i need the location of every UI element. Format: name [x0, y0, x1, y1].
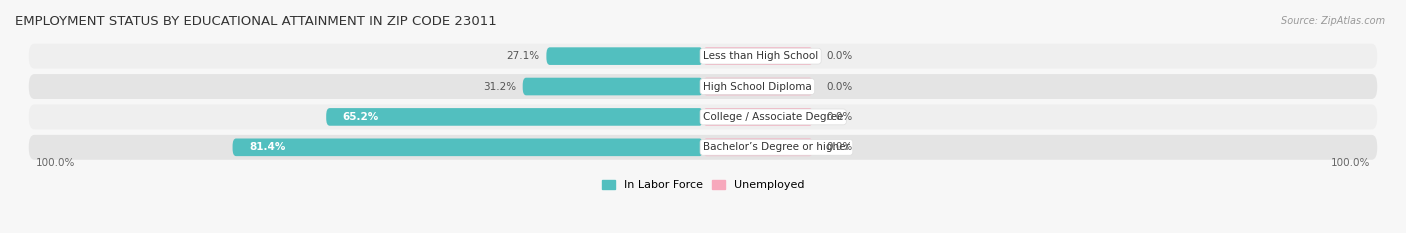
- FancyBboxPatch shape: [28, 44, 1378, 69]
- FancyBboxPatch shape: [547, 47, 703, 65]
- FancyBboxPatch shape: [703, 108, 813, 126]
- FancyBboxPatch shape: [28, 104, 1378, 129]
- Text: College / Associate Degree: College / Associate Degree: [703, 112, 844, 122]
- Text: 100.0%: 100.0%: [35, 158, 75, 168]
- FancyBboxPatch shape: [232, 138, 703, 156]
- Text: Source: ZipAtlas.com: Source: ZipAtlas.com: [1281, 16, 1385, 26]
- Text: 0.0%: 0.0%: [827, 82, 853, 92]
- FancyBboxPatch shape: [28, 74, 1378, 99]
- Text: 0.0%: 0.0%: [827, 142, 853, 152]
- Text: Bachelor’s Degree or higher: Bachelor’s Degree or higher: [703, 142, 849, 152]
- FancyBboxPatch shape: [703, 47, 813, 65]
- Legend: In Labor Force, Unemployed: In Labor Force, Unemployed: [598, 175, 808, 195]
- FancyBboxPatch shape: [703, 78, 813, 95]
- Text: 81.4%: 81.4%: [249, 142, 285, 152]
- FancyBboxPatch shape: [703, 138, 813, 156]
- Text: Less than High School: Less than High School: [703, 51, 818, 61]
- FancyBboxPatch shape: [28, 135, 1378, 160]
- Text: High School Diploma: High School Diploma: [703, 82, 811, 92]
- Text: EMPLOYMENT STATUS BY EDUCATIONAL ATTAINMENT IN ZIP CODE 23011: EMPLOYMENT STATUS BY EDUCATIONAL ATTAINM…: [15, 15, 496, 28]
- Text: 31.2%: 31.2%: [482, 82, 516, 92]
- FancyBboxPatch shape: [326, 108, 703, 126]
- Text: 0.0%: 0.0%: [827, 51, 853, 61]
- FancyBboxPatch shape: [523, 78, 703, 95]
- Text: 0.0%: 0.0%: [827, 112, 853, 122]
- Text: 65.2%: 65.2%: [343, 112, 380, 122]
- Text: 27.1%: 27.1%: [506, 51, 540, 61]
- Text: 100.0%: 100.0%: [1331, 158, 1371, 168]
